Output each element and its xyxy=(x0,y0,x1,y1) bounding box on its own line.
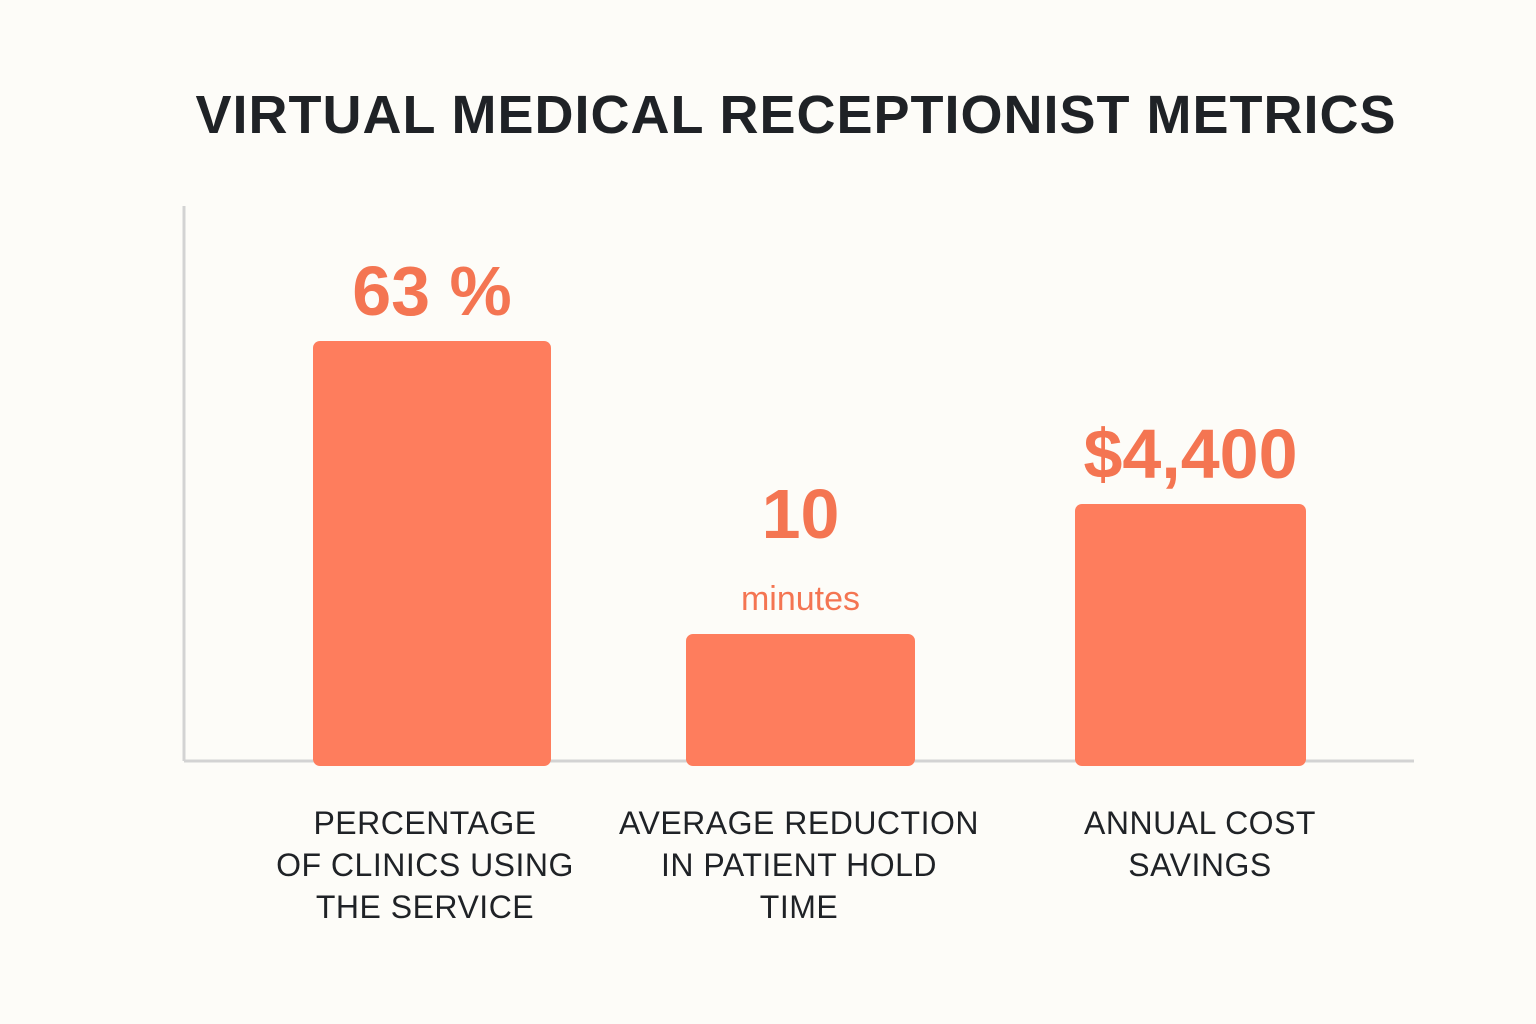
bar-hold-time xyxy=(686,634,915,766)
value-label-cost-savings: $4,400 xyxy=(1083,415,1297,493)
bar-clinics xyxy=(313,341,551,766)
bar-base-clinics xyxy=(313,752,551,760)
bar-cost-savings xyxy=(1075,504,1306,766)
value-label-clinics: 63 % xyxy=(352,252,512,330)
category-label-clinics: PERCENTAGE OF CLINICS USING THE SERVICE xyxy=(276,805,574,925)
bar-base-hold-time xyxy=(686,752,915,760)
category-label-hold-time: AVERAGE REDUCTION IN PATIENT HOLD TIME xyxy=(619,805,979,925)
category-label-cost-savings: ANNUAL COST SAVINGS xyxy=(1084,805,1316,883)
value-unit-hold-time: minutes xyxy=(741,580,860,618)
bar-base-cost-savings xyxy=(1075,752,1306,760)
chart-title: VIRTUAL MEDICAL RECEPTIONIST METRICS xyxy=(195,85,1397,145)
value-label-hold-time: 10 xyxy=(762,475,840,553)
